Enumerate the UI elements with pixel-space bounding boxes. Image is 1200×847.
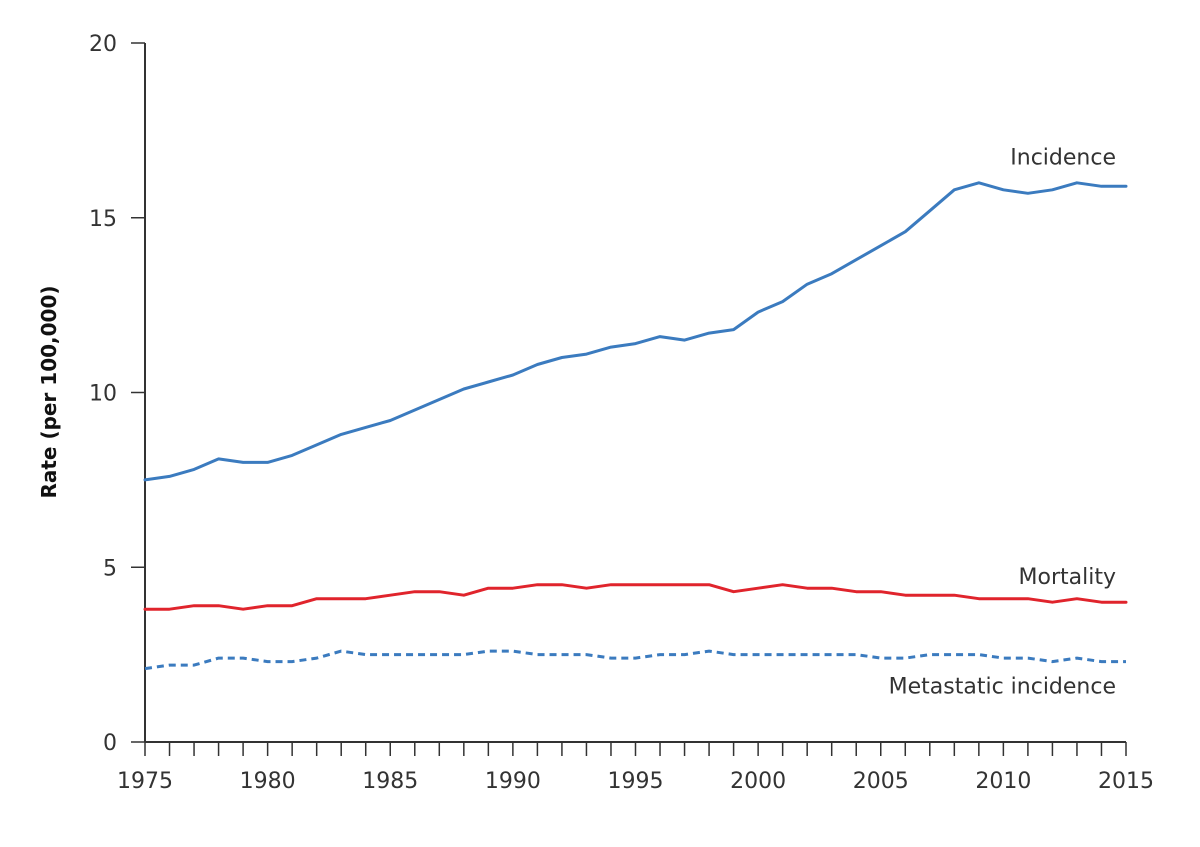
- series-line-metastatic-incidence: [144, 649, 1126, 671]
- series-label-metastatic-incidence: Metastatic incidence: [889, 675, 1116, 700]
- y-tick-label-10: 10: [89, 382, 117, 407]
- x-tick-label-1980: 1980: [240, 769, 296, 794]
- x-tick-label-1995: 1995: [608, 769, 664, 794]
- y-tick-label-0: 0: [103, 731, 117, 756]
- tick-labels: 1975 1980 1985 1990 1995 2000 2005 2010 20150510…: [89, 32, 1154, 794]
- series-lines: [143, 181, 1128, 671]
- x-tick-label-1975: 1975: [117, 769, 173, 794]
- x-tick-label-2000: 2000: [730, 769, 786, 794]
- x-tick-label-2010: 2010: [975, 769, 1031, 794]
- series-line-mortality: [143, 583, 1128, 611]
- series-label-mortality: Mortality: [1019, 565, 1116, 590]
- series-label-incidence: Incidence: [1010, 145, 1116, 170]
- y-axis-label: Rate (per 100,000): [37, 285, 61, 498]
- x-tick-label-2015: 2015: [1098, 769, 1154, 794]
- y-tick-label-20: 20: [89, 32, 117, 57]
- x-tick-label-1990: 1990: [485, 769, 541, 794]
- y-tick-label-5: 5: [103, 556, 117, 581]
- x-tick-label-1985: 1985: [362, 769, 418, 794]
- ticks: [131, 42, 1127, 756]
- y-tick-label-15: 15: [89, 207, 117, 232]
- axes: [144, 43, 1126, 743]
- series-line-incidence: [143, 181, 1128, 482]
- x-tick-label-2005: 2005: [853, 769, 909, 794]
- series-labels: Incidence Mortality Metastatic incidence: [889, 145, 1116, 699]
